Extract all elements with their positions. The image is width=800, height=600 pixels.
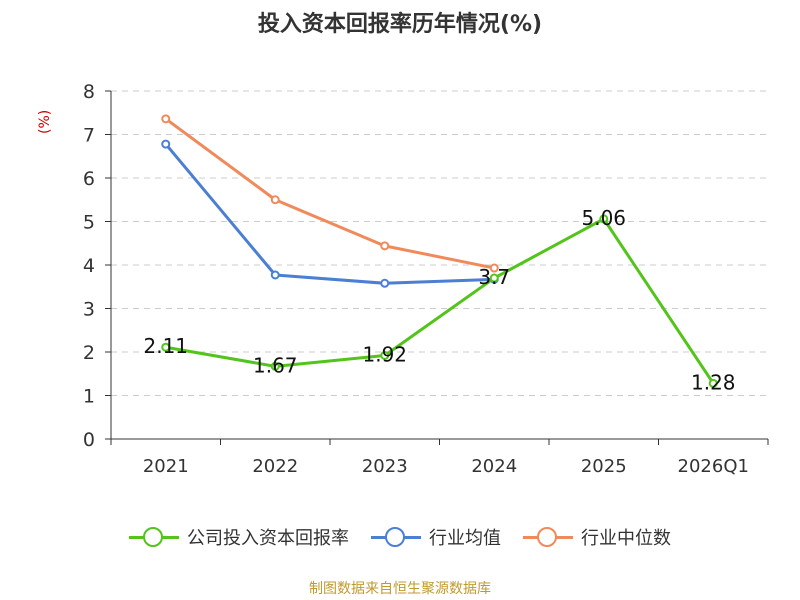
y-tick-label: 6 — [83, 168, 95, 190]
y-tick-label: 1 — [83, 386, 95, 408]
legend-label: 行业均值 — [429, 528, 501, 549]
legend-item-company[interactable]: 公司投入资本回报率 — [129, 524, 349, 550]
data-label: 2.11 — [143, 334, 188, 358]
data-point — [380, 278, 390, 288]
legend-label: 行业中位数 — [581, 528, 671, 549]
data-point — [380, 241, 390, 251]
data-point — [489, 273, 499, 283]
data-label: 5.06 — [581, 206, 626, 230]
legend-marker-icon — [129, 527, 179, 547]
y-axis-unit: (%) — [37, 109, 53, 134]
legend: 公司投入资本回报率 行业均值 行业中位数 — [0, 520, 800, 554]
y-tick-label: 7 — [83, 125, 95, 147]
data-point — [380, 350, 390, 360]
x-tick-label: 2025 — [581, 456, 627, 477]
legend-item-industry-median[interactable]: 行业中位数 — [523, 524, 671, 550]
legend-label: 公司投入资本回报率 — [187, 528, 349, 549]
x-tick-label: 2026Q1 — [678, 456, 749, 477]
chart-title: 投入资本回报率历年情况(%) — [257, 12, 543, 37]
y-tick-label: 2 — [83, 342, 95, 364]
data-point — [270, 195, 280, 205]
x-tick-label: 2022 — [252, 456, 298, 477]
data-point — [489, 263, 499, 273]
data-point — [161, 342, 171, 352]
x-tick-label: 2021 — [143, 456, 189, 477]
y-tick-label: 5 — [83, 212, 95, 234]
data-point — [161, 139, 171, 149]
data-label: 3.7 — [478, 265, 510, 289]
data-label: 1.28 — [691, 370, 736, 394]
data-point — [599, 214, 609, 224]
data-label: 1.92 — [362, 342, 407, 366]
legend-marker-icon — [371, 527, 421, 547]
y-tick-label: 3 — [83, 299, 95, 321]
series-line-0 — [165, 217, 715, 385]
y-tick-label: 0 — [83, 429, 95, 451]
x-tick-label: 2023 — [362, 456, 408, 477]
x-tick-label: 2024 — [471, 456, 517, 477]
data-point — [708, 378, 718, 388]
data-point — [161, 114, 171, 124]
series-line-1 — [164, 143, 495, 285]
data-point — [270, 361, 280, 371]
y-tick-label: 4 — [83, 255, 95, 277]
data-source: 制图数据来自恒生聚源数据库 — [309, 581, 491, 597]
data-label: 1.67 — [253, 353, 298, 377]
legend-marker-icon — [523, 527, 573, 547]
legend-item-industry-mean[interactable]: 行业均值 — [371, 524, 501, 550]
y-tick-label: 8 — [83, 81, 95, 103]
series-line-2 — [164, 117, 495, 270]
data-point — [270, 270, 280, 280]
